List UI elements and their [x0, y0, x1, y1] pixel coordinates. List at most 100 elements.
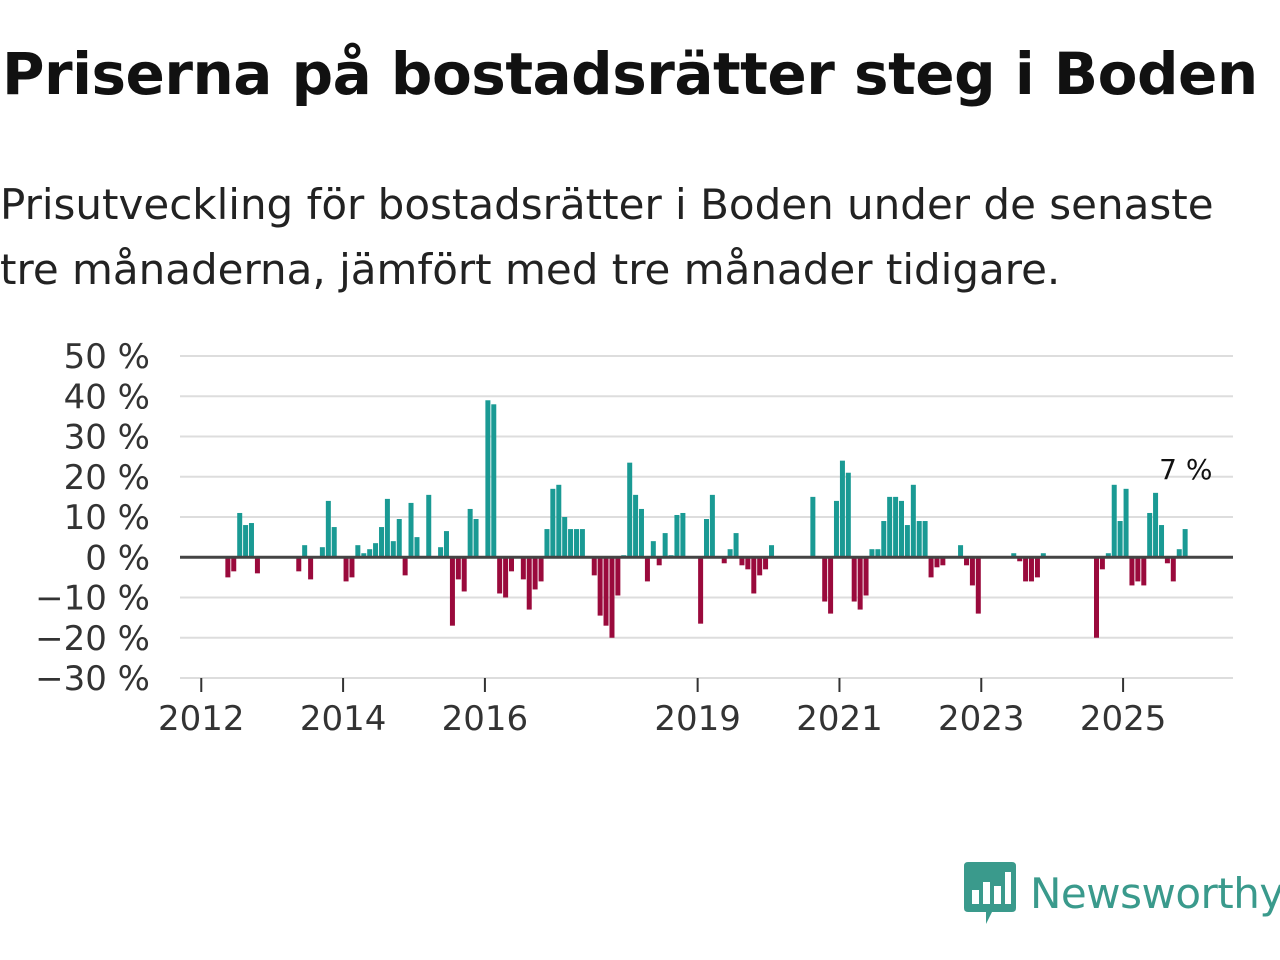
bar [769, 545, 775, 558]
bar [833, 500, 839, 558]
bar [414, 537, 420, 558]
bar [361, 553, 367, 558]
x-tick-label: 2019 [654, 699, 741, 739]
bar [455, 557, 461, 580]
y-axis-labels: 50 %40 %30 %20 %10 %0 %−10 %−20 %−30 % [35, 337, 150, 699]
bar [638, 508, 644, 558]
bar [698, 557, 704, 624]
bar [650, 541, 656, 558]
bar [248, 523, 254, 558]
bar [763, 557, 769, 570]
bar [739, 557, 745, 566]
bar [916, 521, 922, 558]
x-tick-label: 2025 [1080, 699, 1167, 739]
bar [603, 557, 609, 626]
bar [373, 543, 379, 558]
bars [225, 400, 1188, 638]
bar [863, 557, 869, 596]
bar [627, 462, 633, 558]
bar [922, 521, 928, 558]
bar [904, 525, 910, 558]
bar [1135, 557, 1141, 582]
bar [402, 557, 408, 576]
bar [254, 557, 260, 574]
bar [828, 557, 834, 614]
bar [1011, 553, 1017, 558]
y-tick-label: −20 % [35, 619, 150, 659]
bar [302, 545, 308, 558]
bar [757, 557, 763, 576]
bar [225, 557, 231, 578]
bar [591, 557, 597, 576]
bar [893, 496, 899, 558]
x-tick-label: 2014 [300, 699, 387, 739]
bar [467, 508, 473, 558]
bar [727, 549, 733, 558]
bar [544, 529, 550, 558]
bar [384, 498, 390, 558]
bar [1034, 557, 1040, 578]
bar [662, 533, 668, 558]
newsworthy-logo-icon [964, 862, 1016, 924]
y-tick-label: 10 % [64, 498, 150, 538]
bar [733, 533, 739, 558]
y-tick-label: 0 % [85, 538, 150, 578]
bar [237, 512, 243, 558]
bar [964, 557, 970, 566]
bar [928, 557, 934, 578]
bar [243, 525, 249, 558]
bar [656, 557, 662, 566]
chart-title: Priserna på bostadsrätter steg i Boden [2, 40, 1258, 108]
bar [349, 557, 355, 578]
bar [899, 500, 904, 558]
bar [851, 557, 857, 602]
bar [367, 549, 373, 558]
bar [1094, 557, 1099, 638]
bar [1028, 557, 1034, 582]
x-tick-label: 2012 [158, 699, 245, 739]
bar [509, 557, 514, 572]
bar [633, 494, 639, 558]
bar [822, 557, 828, 602]
bar [934, 557, 940, 568]
bar [568, 529, 574, 558]
bar [615, 557, 621, 596]
bar [751, 557, 757, 594]
bar [503, 557, 509, 598]
bar [1159, 525, 1165, 558]
bar [745, 557, 751, 570]
bar [1105, 553, 1111, 558]
bar [1123, 488, 1129, 558]
bar [940, 557, 946, 566]
bar [881, 521, 887, 558]
bar [355, 545, 361, 558]
bar [1153, 492, 1159, 558]
bar [426, 494, 432, 558]
bar [869, 549, 875, 558]
y-tick-label: −30 % [35, 659, 150, 699]
bar [857, 557, 863, 610]
bar [704, 519, 709, 558]
y-tick-label: 30 % [64, 418, 150, 458]
bar [231, 557, 237, 572]
y-tick-label: 50 % [64, 337, 150, 377]
x-axis: 2012 2014 2016 2019 2021 2023 2025 [158, 677, 1233, 739]
newsworthy-logo: Newsworthy [964, 862, 1280, 924]
bar [556, 484, 562, 558]
chart-subtitle: Prisutveckling för bostadsrätter i Boden… [0, 180, 1214, 294]
bar [491, 404, 497, 558]
x-tick-label: 2016 [442, 699, 529, 739]
bar [1129, 557, 1135, 586]
bar [680, 512, 686, 558]
bar [709, 494, 715, 558]
bar-chart: 50 %40 %30 %20 %10 %0 %−10 %−20 %−30 % 2… [35, 337, 1233, 739]
bar [609, 557, 615, 638]
bar [1147, 512, 1153, 558]
bar [1017, 557, 1023, 562]
x-tick-label: 2021 [796, 699, 883, 739]
last-value-label: 7 % [1159, 453, 1212, 486]
grid-lines [180, 355, 1233, 679]
bar [574, 529, 580, 558]
bar [497, 557, 503, 594]
bar [1117, 521, 1123, 558]
